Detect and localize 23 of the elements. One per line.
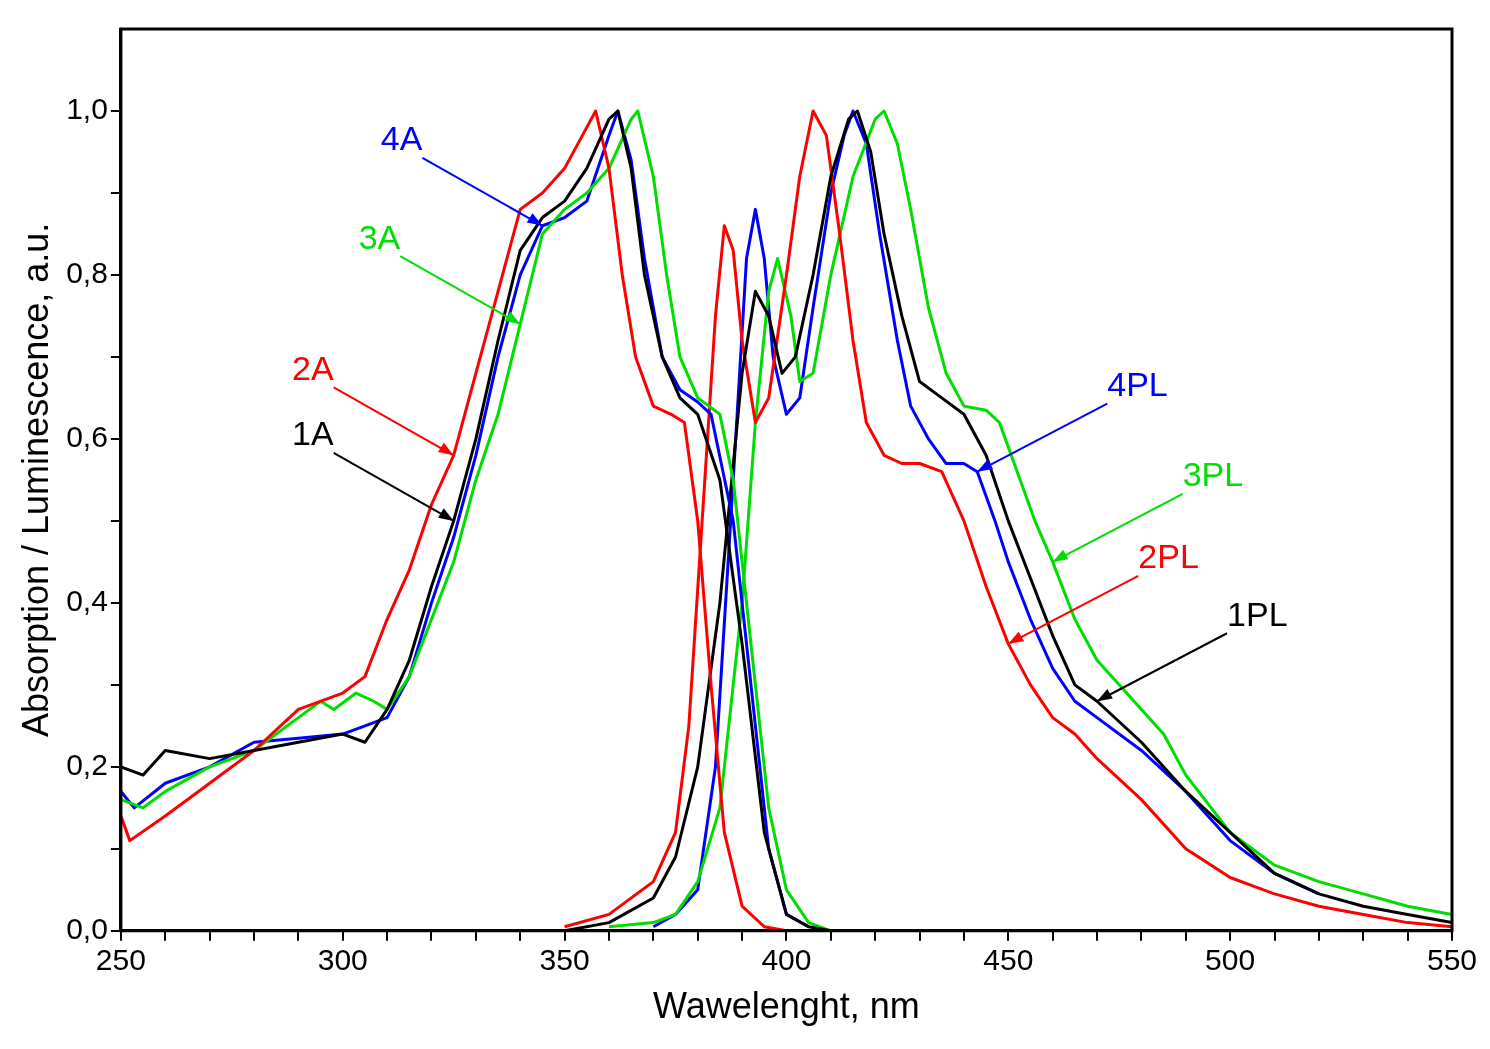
- x-tick-label: 550: [1426, 943, 1478, 977]
- x-tick-label: 300: [317, 943, 368, 977]
- y-tick-label: 0,2: [66, 748, 108, 782]
- annotation: 2PL: [1138, 537, 1199, 576]
- y-tick-label: 0,4: [66, 584, 108, 618]
- annotation: 1A: [292, 414, 334, 453]
- annotation: 3A: [358, 217, 401, 256]
- y-tick-label: 0,8: [66, 256, 108, 290]
- y-tick-label: 0,6: [66, 420, 108, 454]
- annotation: 4PL: [1107, 365, 1168, 404]
- x-tick-label: 500: [1205, 943, 1256, 977]
- annotation: 4A: [380, 119, 423, 158]
- annotation: 1PL: [1227, 594, 1288, 633]
- y-tick-label: 1,0: [66, 92, 108, 126]
- x-axis-title: Wawelenght, nm: [653, 985, 920, 1027]
- x-tick-label: 250: [95, 943, 146, 977]
- annotation: 3PL: [1182, 455, 1244, 494]
- x-tick-label: 450: [983, 943, 1034, 977]
- x-tick-label: 350: [539, 943, 590, 977]
- x-tick-label: 400: [761, 943, 812, 977]
- annotation: 2A: [292, 348, 334, 387]
- y-tick-label: 0,0: [66, 912, 108, 946]
- y-axis-title: Absorption / Luminescence, a.u.: [14, 222, 56, 738]
